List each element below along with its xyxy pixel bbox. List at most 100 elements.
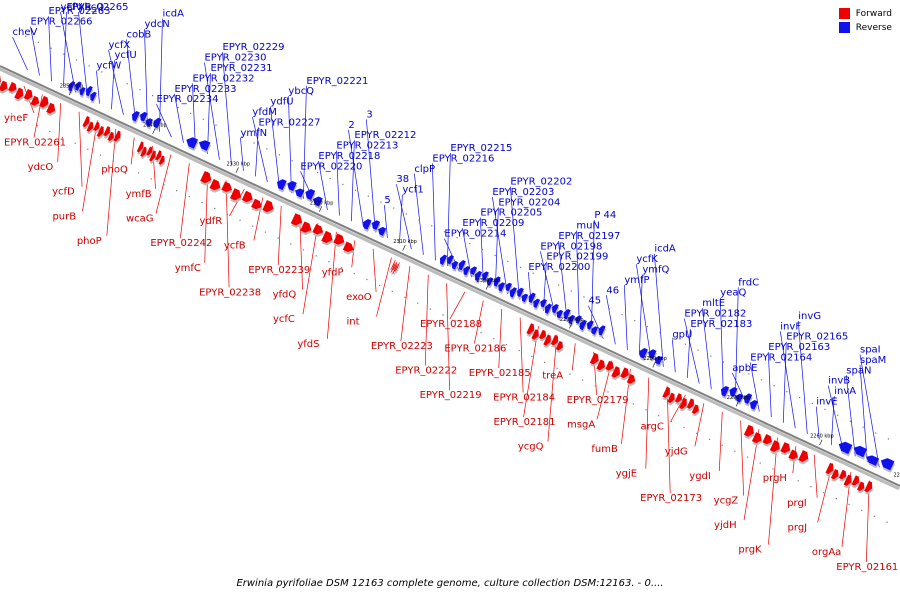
tick-label: 2300 kbp xyxy=(477,278,501,284)
guide-dot xyxy=(429,308,431,310)
forward-gene xyxy=(342,241,354,253)
guide-dot xyxy=(886,521,888,523)
tick-label: 2290 kbp xyxy=(560,317,584,323)
leader-line xyxy=(495,207,499,289)
reverse-gene xyxy=(528,292,536,304)
leader-line xyxy=(523,326,539,418)
forward-gene xyxy=(762,434,773,445)
guide-dot xyxy=(583,296,585,298)
gene-label: EPYR_02230 xyxy=(204,53,266,64)
guide-dot xyxy=(329,177,331,180)
gene-label: EPYR_02233 xyxy=(174,84,236,95)
gene-label: EPYR_02203 xyxy=(492,187,554,198)
guide-dot xyxy=(277,237,279,239)
gene-label: prgI xyxy=(787,498,807,509)
guide-dot xyxy=(266,148,268,150)
forward-gene xyxy=(679,397,687,410)
guide-dot xyxy=(722,361,725,363)
guide-dot xyxy=(405,213,407,215)
reverse-gene xyxy=(486,277,494,286)
guide-dot xyxy=(99,154,102,156)
leader-line xyxy=(48,16,52,82)
forward-gene xyxy=(107,131,114,141)
guide-dot xyxy=(431,225,433,227)
guide-dot xyxy=(177,106,179,109)
gene-label: invB xyxy=(828,376,850,387)
gene-label: phoP xyxy=(77,236,102,247)
guide-dot xyxy=(393,207,395,209)
leader-line xyxy=(327,231,337,339)
guide-dot xyxy=(746,456,749,458)
reverse-gene xyxy=(470,266,478,275)
guide-dot xyxy=(684,343,687,345)
tick-label: 2310 kbp xyxy=(393,239,417,245)
reverse-swatch xyxy=(838,22,850,33)
tick-mark xyxy=(735,400,739,407)
leader-line xyxy=(540,251,556,317)
leader-line xyxy=(225,180,230,288)
leader-line xyxy=(270,106,280,188)
forward-gene xyxy=(788,449,798,460)
forward-gene xyxy=(140,146,147,157)
gene-label: EPYR_02218 xyxy=(318,151,380,162)
gene-label: EPYR_02197 xyxy=(558,231,620,242)
gene-label: yjdH xyxy=(714,520,737,531)
forward-gene xyxy=(158,155,165,165)
forward-gene xyxy=(667,392,675,404)
reverse-gene xyxy=(440,254,448,265)
leader-line xyxy=(590,220,595,334)
reverse-gene xyxy=(79,87,86,96)
guide-dot xyxy=(518,349,520,352)
guide-dot xyxy=(455,320,457,322)
reverse-gene xyxy=(838,441,853,455)
gene-label: yfdM xyxy=(252,107,276,118)
guide-dot xyxy=(607,391,609,393)
gene-label: EPYR_02238 xyxy=(199,287,261,298)
gene-label: EPYR_02209 xyxy=(462,218,524,229)
guide-dot xyxy=(215,124,217,126)
reverse-gene xyxy=(86,86,93,97)
leader-line xyxy=(204,62,220,160)
forward-gene xyxy=(113,130,121,142)
guide-dot xyxy=(811,402,813,405)
leader-line xyxy=(635,264,652,362)
reverse-gene xyxy=(287,181,297,192)
leader-line xyxy=(547,334,558,442)
reverse-gene xyxy=(140,111,148,122)
guide-dot xyxy=(797,480,799,482)
forward-gene xyxy=(605,360,614,371)
leader-line xyxy=(571,343,576,371)
reverse-gene xyxy=(880,458,895,471)
guide-dot xyxy=(734,450,736,452)
leader-line xyxy=(372,248,377,292)
forward-gene xyxy=(390,263,396,273)
tick-label: 2260 kbp xyxy=(810,434,834,440)
forward-gene xyxy=(200,170,212,184)
gene-label: spaN xyxy=(846,365,871,376)
guide-dot xyxy=(23,119,26,121)
leader-line xyxy=(96,70,100,104)
leader-line xyxy=(686,328,691,378)
guide-dot xyxy=(481,248,484,251)
gene-label: orgAa xyxy=(812,547,841,558)
leader-line xyxy=(575,230,580,328)
guide-dot xyxy=(264,231,267,233)
leader-line xyxy=(797,320,808,434)
leader-line xyxy=(348,129,364,227)
guide-dot xyxy=(37,41,40,43)
reverse-gene xyxy=(186,137,199,149)
forward-gene xyxy=(686,398,694,409)
guide-dot xyxy=(835,497,837,500)
gene-label: prgH xyxy=(763,473,787,484)
guide-dot xyxy=(824,408,826,410)
reverse-gene xyxy=(463,265,471,276)
leader-line xyxy=(174,93,184,143)
guide-dot xyxy=(367,195,369,197)
tick-label: 2250 kbp xyxy=(893,473,900,479)
gene-label: ydcN xyxy=(144,19,169,30)
reverse-gene xyxy=(540,299,547,308)
leader-line xyxy=(255,127,259,177)
gene-label: ybcQ xyxy=(288,86,314,97)
gene-label: EPYR_02227 xyxy=(258,117,320,128)
guide-dot xyxy=(532,272,534,274)
